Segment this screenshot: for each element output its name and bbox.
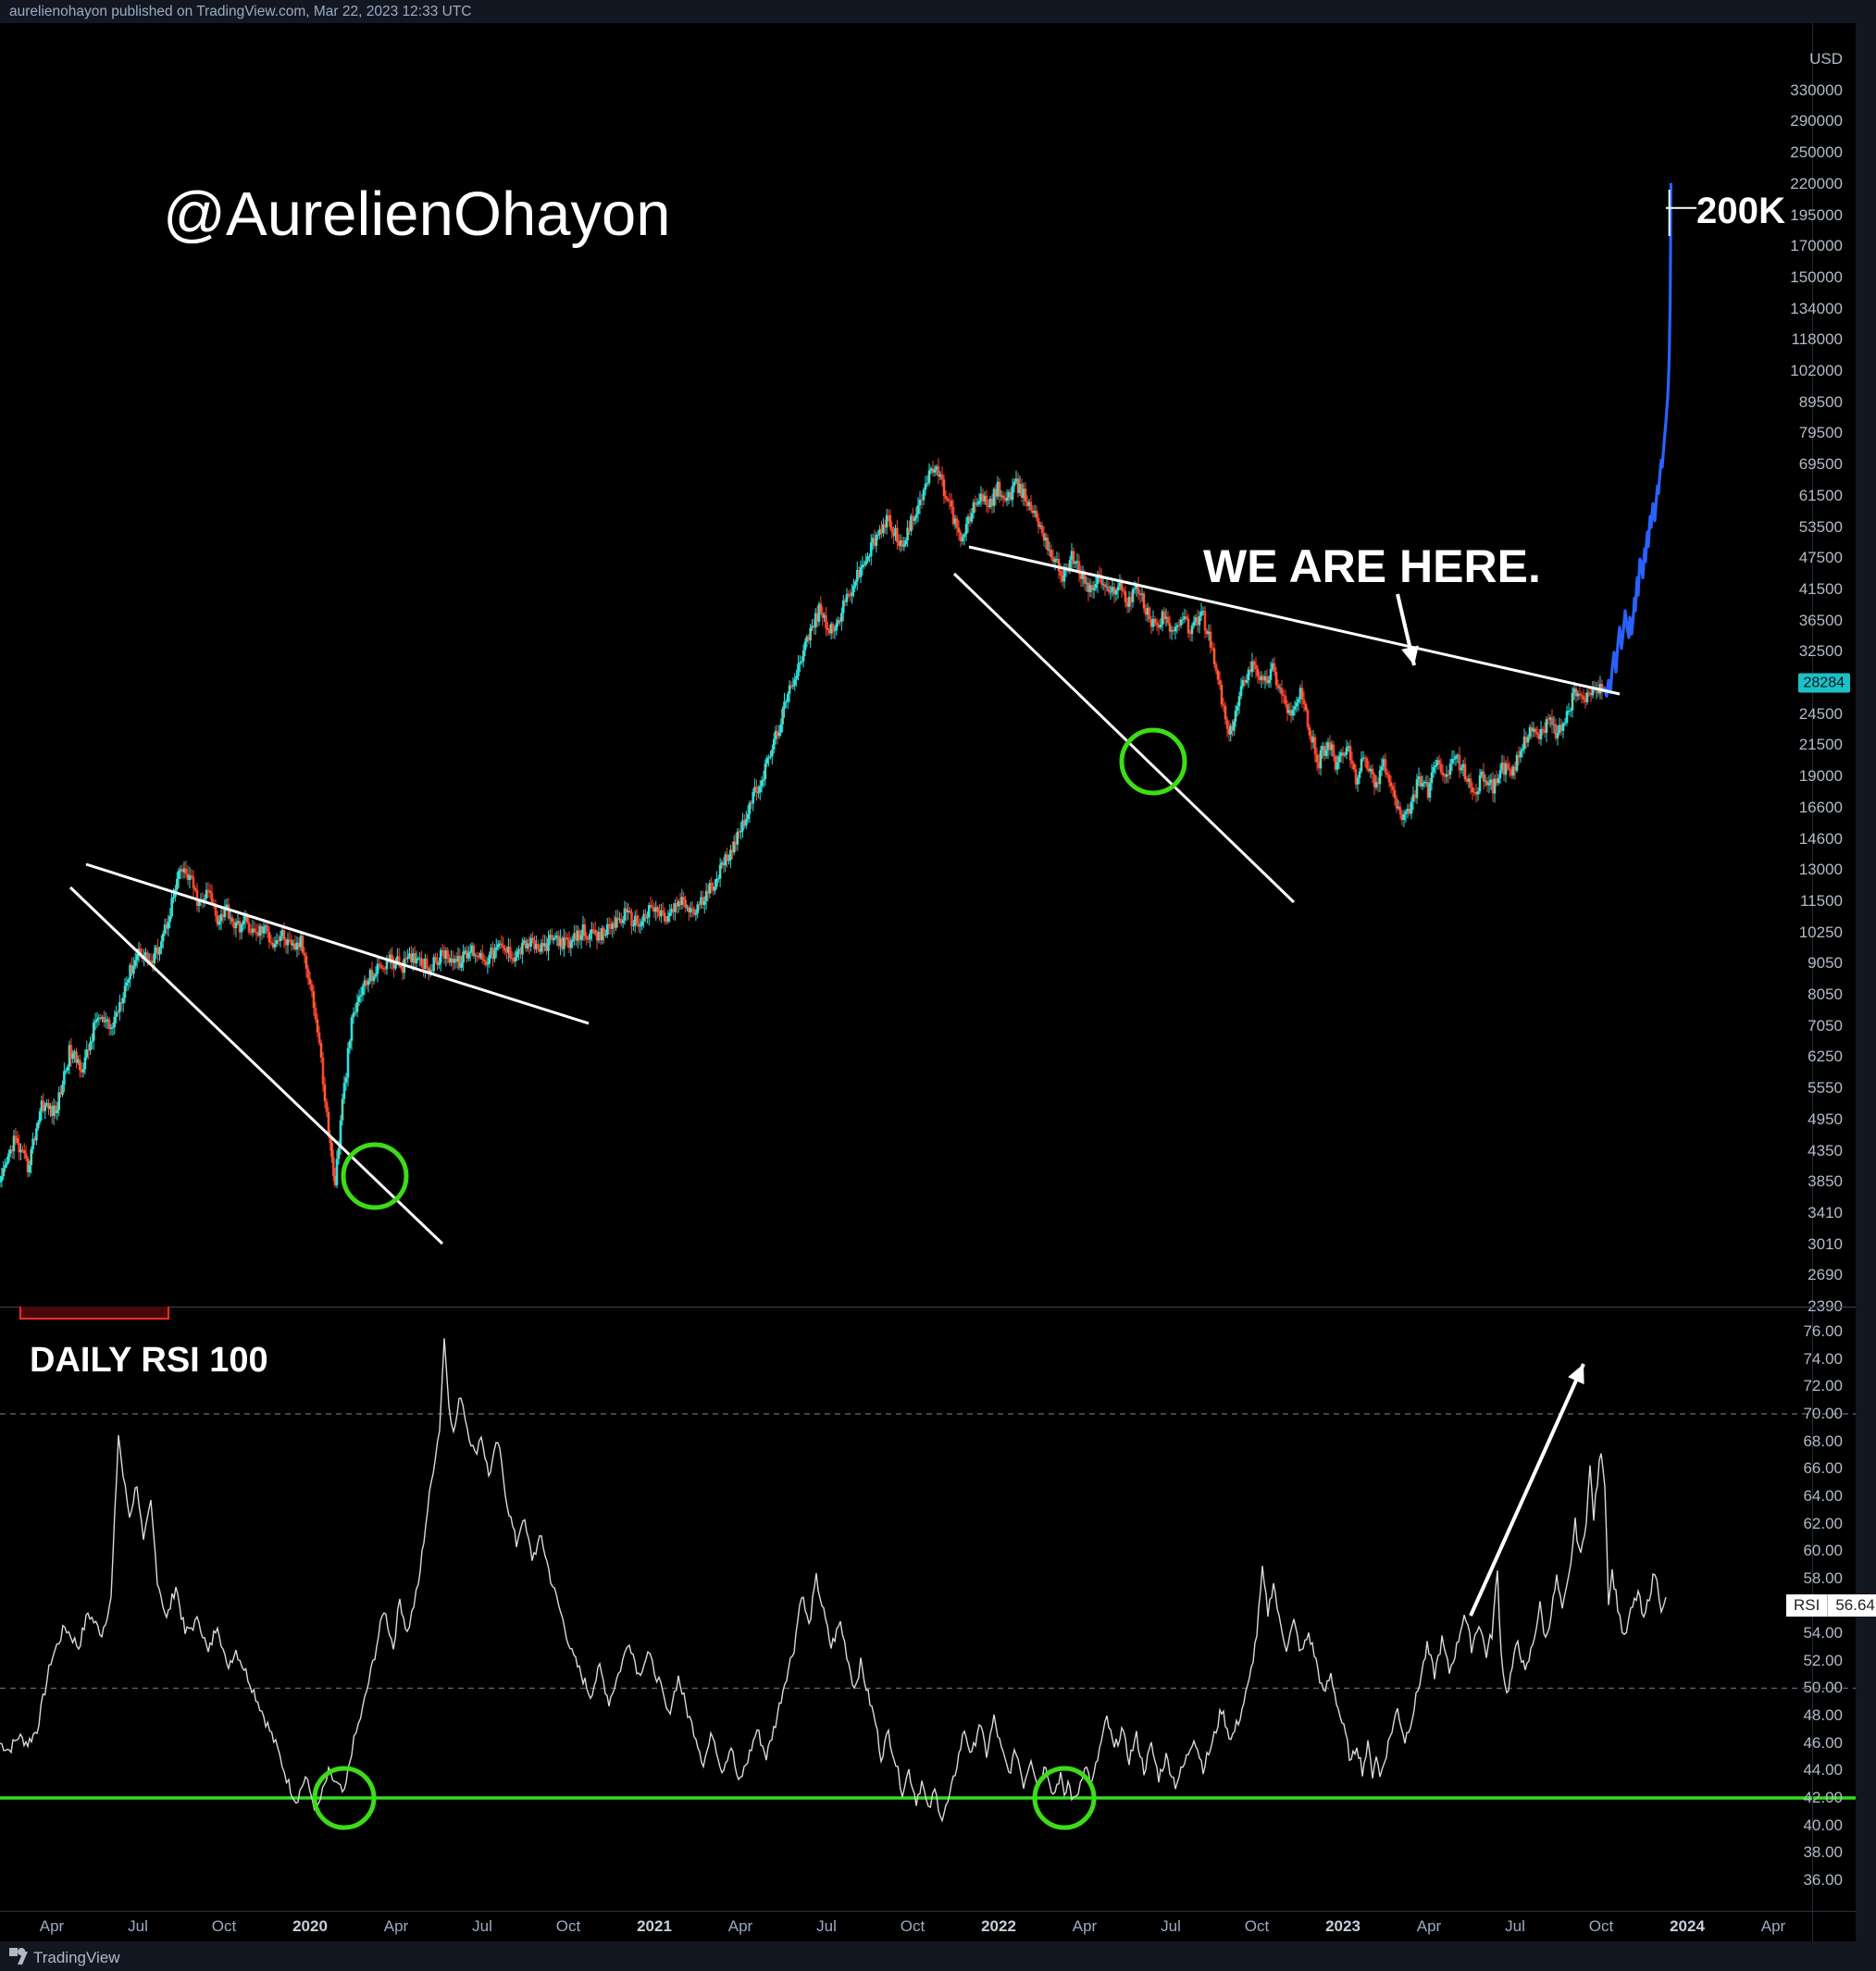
- svg-text:WE ARE HERE.: WE ARE HERE.: [1203, 540, 1541, 592]
- svg-text:DAILY RSI 100: DAILY RSI 100: [30, 1341, 268, 1380]
- svg-text:200K: 200K: [1696, 191, 1785, 231]
